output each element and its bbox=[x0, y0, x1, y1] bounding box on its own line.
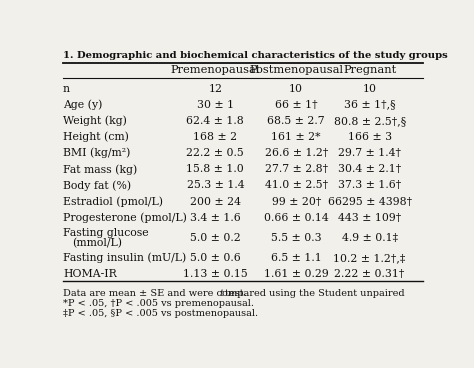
Text: 3.4 ± 1.6: 3.4 ± 1.6 bbox=[190, 213, 241, 223]
Text: 4.9 ± 0.1‡: 4.9 ± 0.1‡ bbox=[342, 233, 398, 243]
Text: Body fat (%): Body fat (%) bbox=[63, 180, 131, 191]
Text: 68.5 ± 2.7: 68.5 ± 2.7 bbox=[267, 116, 325, 126]
Text: 66 ± 1†: 66 ± 1† bbox=[275, 100, 318, 110]
Text: Fasting glucose: Fasting glucose bbox=[63, 227, 148, 238]
Text: 443 ± 109†: 443 ± 109† bbox=[338, 213, 401, 223]
Text: Data are mean ± SE and were compared using the Student unpaired: Data are mean ± SE and were compared usi… bbox=[63, 289, 408, 298]
Text: Height (cm): Height (cm) bbox=[63, 132, 129, 142]
Text: HOMA-IR: HOMA-IR bbox=[63, 269, 117, 279]
Text: 22.2 ± 0.5: 22.2 ± 0.5 bbox=[186, 148, 244, 158]
Text: Estradiol (pmol/L): Estradiol (pmol/L) bbox=[63, 196, 163, 207]
Text: 5.5 ± 0.3: 5.5 ± 0.3 bbox=[271, 233, 321, 243]
Text: n: n bbox=[63, 84, 70, 93]
Text: 10: 10 bbox=[289, 84, 303, 93]
Text: 6.5 ± 1.1: 6.5 ± 1.1 bbox=[271, 253, 321, 263]
Text: 5.0 ± 0.2: 5.0 ± 0.2 bbox=[190, 233, 241, 243]
Text: 1. Demographic and biochemical characteristics of the study groups: 1. Demographic and biochemical character… bbox=[63, 51, 447, 60]
Text: 166 ± 3: 166 ± 3 bbox=[347, 132, 392, 142]
Text: 10: 10 bbox=[363, 84, 377, 93]
Text: 10.2 ± 1.2†,‡: 10.2 ± 1.2†,‡ bbox=[334, 253, 406, 263]
Text: Fasting insulin (mU/L): Fasting insulin (mU/L) bbox=[63, 253, 186, 263]
Text: 29.7 ± 1.4†: 29.7 ± 1.4† bbox=[338, 148, 401, 158]
Text: 99 ± 20†: 99 ± 20† bbox=[272, 197, 321, 206]
Text: 27.7 ± 2.8†: 27.7 ± 2.8† bbox=[264, 164, 328, 174]
Text: 2.22 ± 0.31†: 2.22 ± 0.31† bbox=[335, 269, 405, 279]
Text: Progesterone (pmol/L): Progesterone (pmol/L) bbox=[63, 212, 187, 223]
Text: 41.0 ± 2.5†: 41.0 ± 2.5† bbox=[264, 180, 328, 190]
Text: 30.4 ± 2.1†: 30.4 ± 2.1† bbox=[338, 164, 401, 174]
Text: t: t bbox=[219, 289, 223, 298]
Text: Fat mass (kg): Fat mass (kg) bbox=[63, 164, 137, 174]
Text: *P < .05, †P < .005 vs premenopausal.: *P < .05, †P < .005 vs premenopausal. bbox=[63, 299, 254, 308]
Text: Postmenopausal: Postmenopausal bbox=[249, 65, 343, 75]
Text: 26.6 ± 1.2†: 26.6 ± 1.2† bbox=[264, 148, 328, 158]
Text: Premenopausal: Premenopausal bbox=[171, 65, 260, 75]
Text: 168 ± 2: 168 ± 2 bbox=[193, 132, 237, 142]
Text: 66295 ± 4398†: 66295 ± 4398† bbox=[328, 197, 412, 206]
Text: Pregnant: Pregnant bbox=[343, 65, 396, 75]
Text: Weight (kg): Weight (kg) bbox=[63, 116, 127, 126]
Text: 161 ± 2*: 161 ± 2* bbox=[272, 132, 321, 142]
Text: 80.8 ± 2.5†,§: 80.8 ± 2.5†,§ bbox=[334, 116, 406, 126]
Text: 30 ± 1: 30 ± 1 bbox=[197, 100, 234, 110]
Text: BMI (kg/m²): BMI (kg/m²) bbox=[63, 148, 130, 158]
Text: 1.13 ± 0.15: 1.13 ± 0.15 bbox=[183, 269, 248, 279]
Text: 62.4 ± 1.8: 62.4 ± 1.8 bbox=[186, 116, 244, 126]
Text: Age (y): Age (y) bbox=[63, 99, 102, 110]
Text: 200 ± 24: 200 ± 24 bbox=[190, 197, 241, 206]
Text: test.: test. bbox=[222, 289, 247, 298]
Text: 25.3 ± 1.4: 25.3 ± 1.4 bbox=[187, 180, 244, 190]
Text: 1.61 ± 0.29: 1.61 ± 0.29 bbox=[264, 269, 328, 279]
Text: 37.3 ± 1.6†: 37.3 ± 1.6† bbox=[338, 180, 401, 190]
Text: 5.0 ± 0.6: 5.0 ± 0.6 bbox=[190, 253, 241, 263]
Text: 15.8 ± 1.0: 15.8 ± 1.0 bbox=[186, 164, 244, 174]
Text: 12: 12 bbox=[209, 84, 222, 93]
Text: ‡P < .05, §P < .005 vs postmenopausal.: ‡P < .05, §P < .005 vs postmenopausal. bbox=[63, 309, 258, 318]
Text: 36 ± 1†,§: 36 ± 1†,§ bbox=[344, 100, 395, 110]
Text: (mmol/L): (mmol/L) bbox=[72, 238, 122, 249]
Text: 0.66 ± 0.14: 0.66 ± 0.14 bbox=[264, 213, 328, 223]
